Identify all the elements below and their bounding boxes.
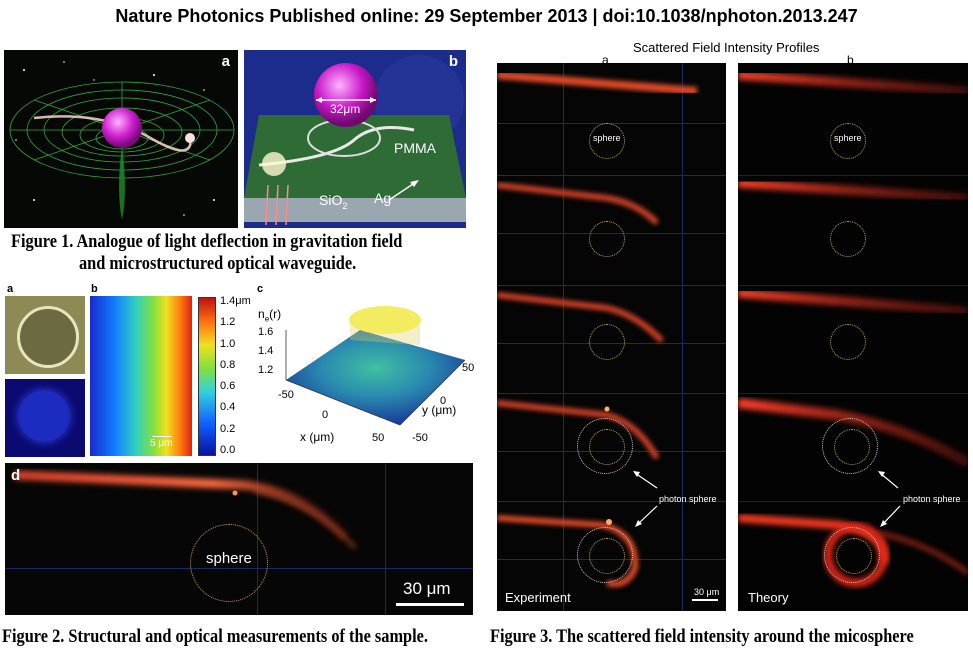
theory-label: Theory <box>748 590 789 605</box>
figure2-caption: Figure 2. Structural and optical measure… <box>2 626 429 647</box>
figure1-caption-line2: and microstructured optical waveguide. <box>79 253 357 274</box>
experiment-sphere-label: sphere <box>593 133 621 143</box>
figure2-panel-a-label: a <box>7 283 14 295</box>
experiment-photon-sphere-label: photon sphere <box>659 494 717 504</box>
surface-z-tick: 1.2 <box>258 364 274 376</box>
photon-sphere-arrows <box>633 471 658 527</box>
theory-intensity-profiles <box>738 70 968 587</box>
sphere-size-label: 32μm <box>330 102 361 116</box>
colorbar-tick-label: 0.2 <box>220 422 236 435</box>
theory-photon-sphere-label: photon sphere <box>903 494 961 504</box>
scale-bar-5um: 5 μm <box>150 438 173 449</box>
figure1-panel-b-label: b <box>448 53 458 70</box>
colorbar-tick-label: 1.2 <box>220 316 236 329</box>
figure2-colorbar <box>198 297 216 456</box>
waveguide-illustration <box>244 55 466 226</box>
figure2-panel-b-heightmap: 5 μm <box>90 296 192 456</box>
pmma-label: PMMA <box>394 140 436 156</box>
figure2-panel-b-label: b <box>91 283 98 295</box>
sphere-label: sphere <box>206 550 252 567</box>
surface-z-tick: 1.6 <box>258 326 274 338</box>
surface-y-tick: -50 <box>412 432 428 444</box>
sio2-label: SiO2 <box>319 192 348 211</box>
theory-sphere-label: sphere <box>834 133 862 143</box>
figure1-panel-b: b 32μm PMMA Ag SiO2 <box>244 50 466 228</box>
figure3-column-a-label: a <box>602 53 609 67</box>
figure3-experiment-column: sphere photon sphere Experiment 30 μm <box>497 63 726 611</box>
gravitation-well-illustration <box>9 61 235 220</box>
theory-photon-sphere-arrows <box>878 471 901 527</box>
figure2-panel-a-optical-image <box>5 296 85 374</box>
surface-x-tick: 0 <box>322 409 329 421</box>
figure3-caption: Figure 3. The scattered field intensity … <box>490 626 914 647</box>
figure2-panel-d-label: d <box>11 467 21 484</box>
surface-x-tick: 50 <box>372 432 385 444</box>
figure2-panel-c-surface-plot <box>285 306 466 426</box>
surface-z-axis-label: ne(r) <box>258 307 282 324</box>
colorbar-tick-label: 1.0 <box>220 337 236 350</box>
figure2-panel-a-fluorescence-image <box>5 379 85 457</box>
colorbar-tick-label: 0.4 <box>220 401 236 414</box>
figure2-panel-d: sphere 30 μm d <box>5 463 473 615</box>
scale-bar-30um <box>396 603 464 606</box>
surface-x-tick: -50 <box>278 389 294 401</box>
scale-bar-30um-label: 30 μm <box>403 579 451 598</box>
figure2-panel-d-deflection-image <box>14 470 357 549</box>
colorbar-tick-label: 0.6 <box>220 380 236 393</box>
figure1-caption-line1: Figure 1. Analogue of light deflection i… <box>11 231 403 252</box>
surface-z-tick: 1.4 <box>258 345 274 357</box>
figure1-panel-a: a <box>4 50 238 228</box>
page-header-title: Nature Photonics Published online: 29 Se… <box>115 6 858 26</box>
figure1-panel-a-label: a <box>221 53 230 70</box>
surface-y-axis-label: y (μm) <box>422 403 457 417</box>
colorbar-tick-label: 1.4μm <box>220 295 251 307</box>
figure3-column-b-label: b <box>847 53 854 67</box>
figure2-panel-c-label: c <box>257 283 264 295</box>
surface-x-axis-label: x (μm) <box>300 430 335 444</box>
surface-y-tick: 50 <box>462 362 475 374</box>
colorbar-tick-label: 0.8 <box>220 358 236 371</box>
surface-y-tick: 0 <box>440 395 447 407</box>
experiment-label: Experiment <box>505 590 571 605</box>
figure3-scale-label: 30 μm <box>694 587 720 597</box>
figure3-scale-bar <box>692 599 718 601</box>
ag-label: Ag <box>374 190 392 206</box>
figure3-theory-column: sphere photon sphere Theory <box>738 63 968 611</box>
colorbar-tick-label: 0.0 <box>220 444 236 456</box>
figure3-title: Scattered Field Intensity Profiles <box>633 40 820 55</box>
